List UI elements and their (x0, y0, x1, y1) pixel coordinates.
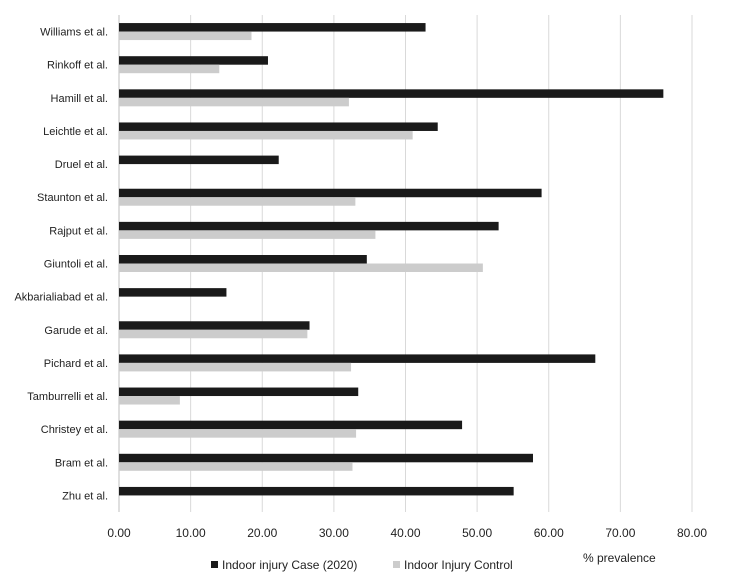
bar-control (119, 197, 356, 206)
category-label: Pichard et al. (44, 358, 108, 370)
bar-case (119, 420, 463, 430)
x-tick-labels: 0.00 10.00 20.00 30.00 40.00 50.00 60.00 70.00 8… (107, 526, 707, 540)
bar-control (119, 230, 376, 239)
x-tick-label: 30.00 (319, 526, 349, 540)
bar-case (119, 486, 514, 496)
bar-case (119, 354, 596, 363)
x-tick-label: 60.00 (534, 526, 564, 540)
bar-case (119, 56, 268, 65)
bar-case (119, 221, 499, 231)
x-tick-label: 40.00 (390, 526, 420, 540)
category-label: Bram et al. (55, 457, 108, 469)
x-tick-label: 80.00 (677, 526, 707, 540)
bars (119, 23, 664, 496)
x-axis-title: % prevalence (583, 551, 656, 565)
legend-swatch-control (393, 561, 400, 568)
bar-control (119, 329, 308, 339)
bar-control (119, 31, 252, 41)
bar-case (119, 255, 367, 264)
bar-control (119, 396, 180, 405)
category-label: Garude et al. (44, 325, 108, 337)
category-label: Rinkoff et al. (47, 60, 108, 72)
category-label: Druel et al. (55, 159, 108, 171)
category-label: Williams et al. (40, 27, 108, 39)
legend-label-case: Indoor injury Case (2020) (222, 558, 357, 572)
category-label: Leichtle et al. (43, 126, 108, 138)
bar-control (119, 64, 220, 74)
category-label: Rajput et al. (49, 225, 108, 237)
category-label: Tamburrelli et al. (27, 391, 108, 403)
x-tick-label: 70.00 (605, 526, 635, 540)
category-labels: Williams et al. Rinkoff et al. Hamill et a… (14, 27, 108, 503)
x-tick-label: 0.00 (107, 526, 131, 540)
bar-control (119, 97, 349, 107)
bar-control (119, 263, 483, 272)
bar-case (119, 188, 542, 198)
bar-case (119, 321, 310, 330)
x-tick-label: 20.00 (247, 526, 277, 540)
legend: Indoor injury Case (2020) Indoor Injury C… (211, 558, 513, 572)
bar-case (119, 387, 359, 397)
bar-control (119, 429, 357, 438)
bar-control (119, 130, 413, 140)
bar-case (119, 155, 279, 165)
x-tick-label: 50.00 (462, 526, 492, 540)
legend-label-control: Indoor Injury Control (404, 558, 513, 572)
bar-case (119, 453, 533, 463)
bar-control (119, 362, 352, 372)
bar-control (119, 462, 353, 471)
bar-case (119, 288, 227, 297)
bar-case (119, 122, 438, 131)
legend-swatch-case (211, 561, 218, 568)
category-label: Hamill et al. (51, 93, 108, 105)
category-label: Zhu et al. (62, 490, 108, 502)
bar-case (119, 89, 664, 98)
category-label: Giuntoli et al. (44, 259, 108, 271)
category-label: Akbarialiabad et al. (14, 292, 108, 304)
x-tick-label: 10.00 (176, 526, 206, 540)
category-label: Staunton et al. (37, 192, 108, 204)
category-label: Christey et al. (41, 424, 108, 436)
bar-case (119, 23, 426, 32)
